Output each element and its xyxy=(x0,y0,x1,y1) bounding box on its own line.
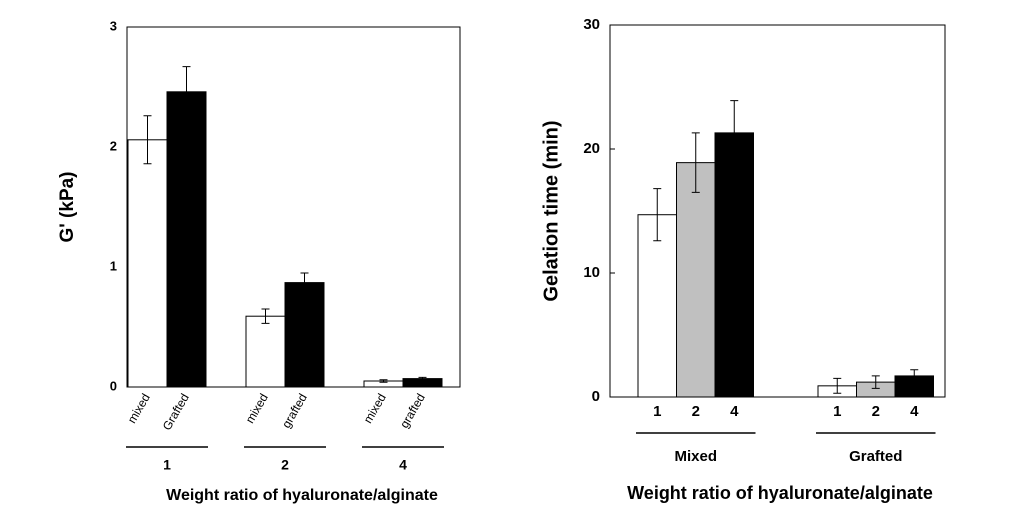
group-label: 1 xyxy=(163,457,171,473)
y-tick-label: 2 xyxy=(110,138,117,153)
bar xyxy=(166,91,207,388)
bar-label: 4 xyxy=(730,403,739,420)
bar-label: mixed xyxy=(125,391,153,426)
error-bar xyxy=(910,369,919,383)
plot-frame xyxy=(609,24,946,398)
y-tick-label: 30 xyxy=(583,16,600,33)
error-bar xyxy=(261,308,270,324)
bar-label: 1 xyxy=(653,403,661,420)
error-bar xyxy=(691,132,700,193)
x-axis-label: Weight ratio of hyaluronate/alginate xyxy=(627,483,933,503)
y-axis-label: G' (kPa) xyxy=(57,171,78,242)
bar-label: grafted xyxy=(397,391,428,430)
error-bar xyxy=(730,100,739,166)
y-tick-label: 1 xyxy=(110,258,117,273)
y-tick-label: 0 xyxy=(110,378,117,393)
y-tick-label: 3 xyxy=(110,18,117,33)
error-bar xyxy=(871,375,880,389)
error-bar xyxy=(143,115,152,165)
error-bar xyxy=(653,188,662,242)
bar xyxy=(127,139,168,388)
error-bar xyxy=(833,377,842,394)
bar xyxy=(637,214,677,398)
y-tick-label: 20 xyxy=(583,140,600,157)
bar-label: 2 xyxy=(692,403,700,420)
group-label: Mixed xyxy=(674,448,717,465)
group-label: Grafted xyxy=(849,448,902,465)
error-bar xyxy=(182,66,191,118)
bar-label: grafted xyxy=(279,391,310,430)
bar-label: 2 xyxy=(872,403,880,420)
group-label: 4 xyxy=(399,457,407,473)
bar xyxy=(245,315,286,388)
x-axis-label: Weight ratio of hyaluronate/alginate xyxy=(166,487,438,504)
error-bar xyxy=(379,379,388,383)
bar-label: mixed xyxy=(243,391,271,426)
error-bar xyxy=(300,272,309,293)
bar-label: 4 xyxy=(910,403,919,420)
bar-label: 1 xyxy=(833,403,841,420)
group-label: 2 xyxy=(281,457,289,473)
error-bar xyxy=(418,376,427,381)
bar-label: mixed xyxy=(361,391,389,426)
y-tick-label: 10 xyxy=(583,264,600,281)
bar xyxy=(284,282,325,388)
y-axis-label: Gelation time (min) xyxy=(540,120,562,301)
bar-label: Grafted xyxy=(160,391,192,433)
bar xyxy=(676,162,716,398)
bar xyxy=(714,132,754,398)
y-tick-label: 0 xyxy=(592,388,600,405)
